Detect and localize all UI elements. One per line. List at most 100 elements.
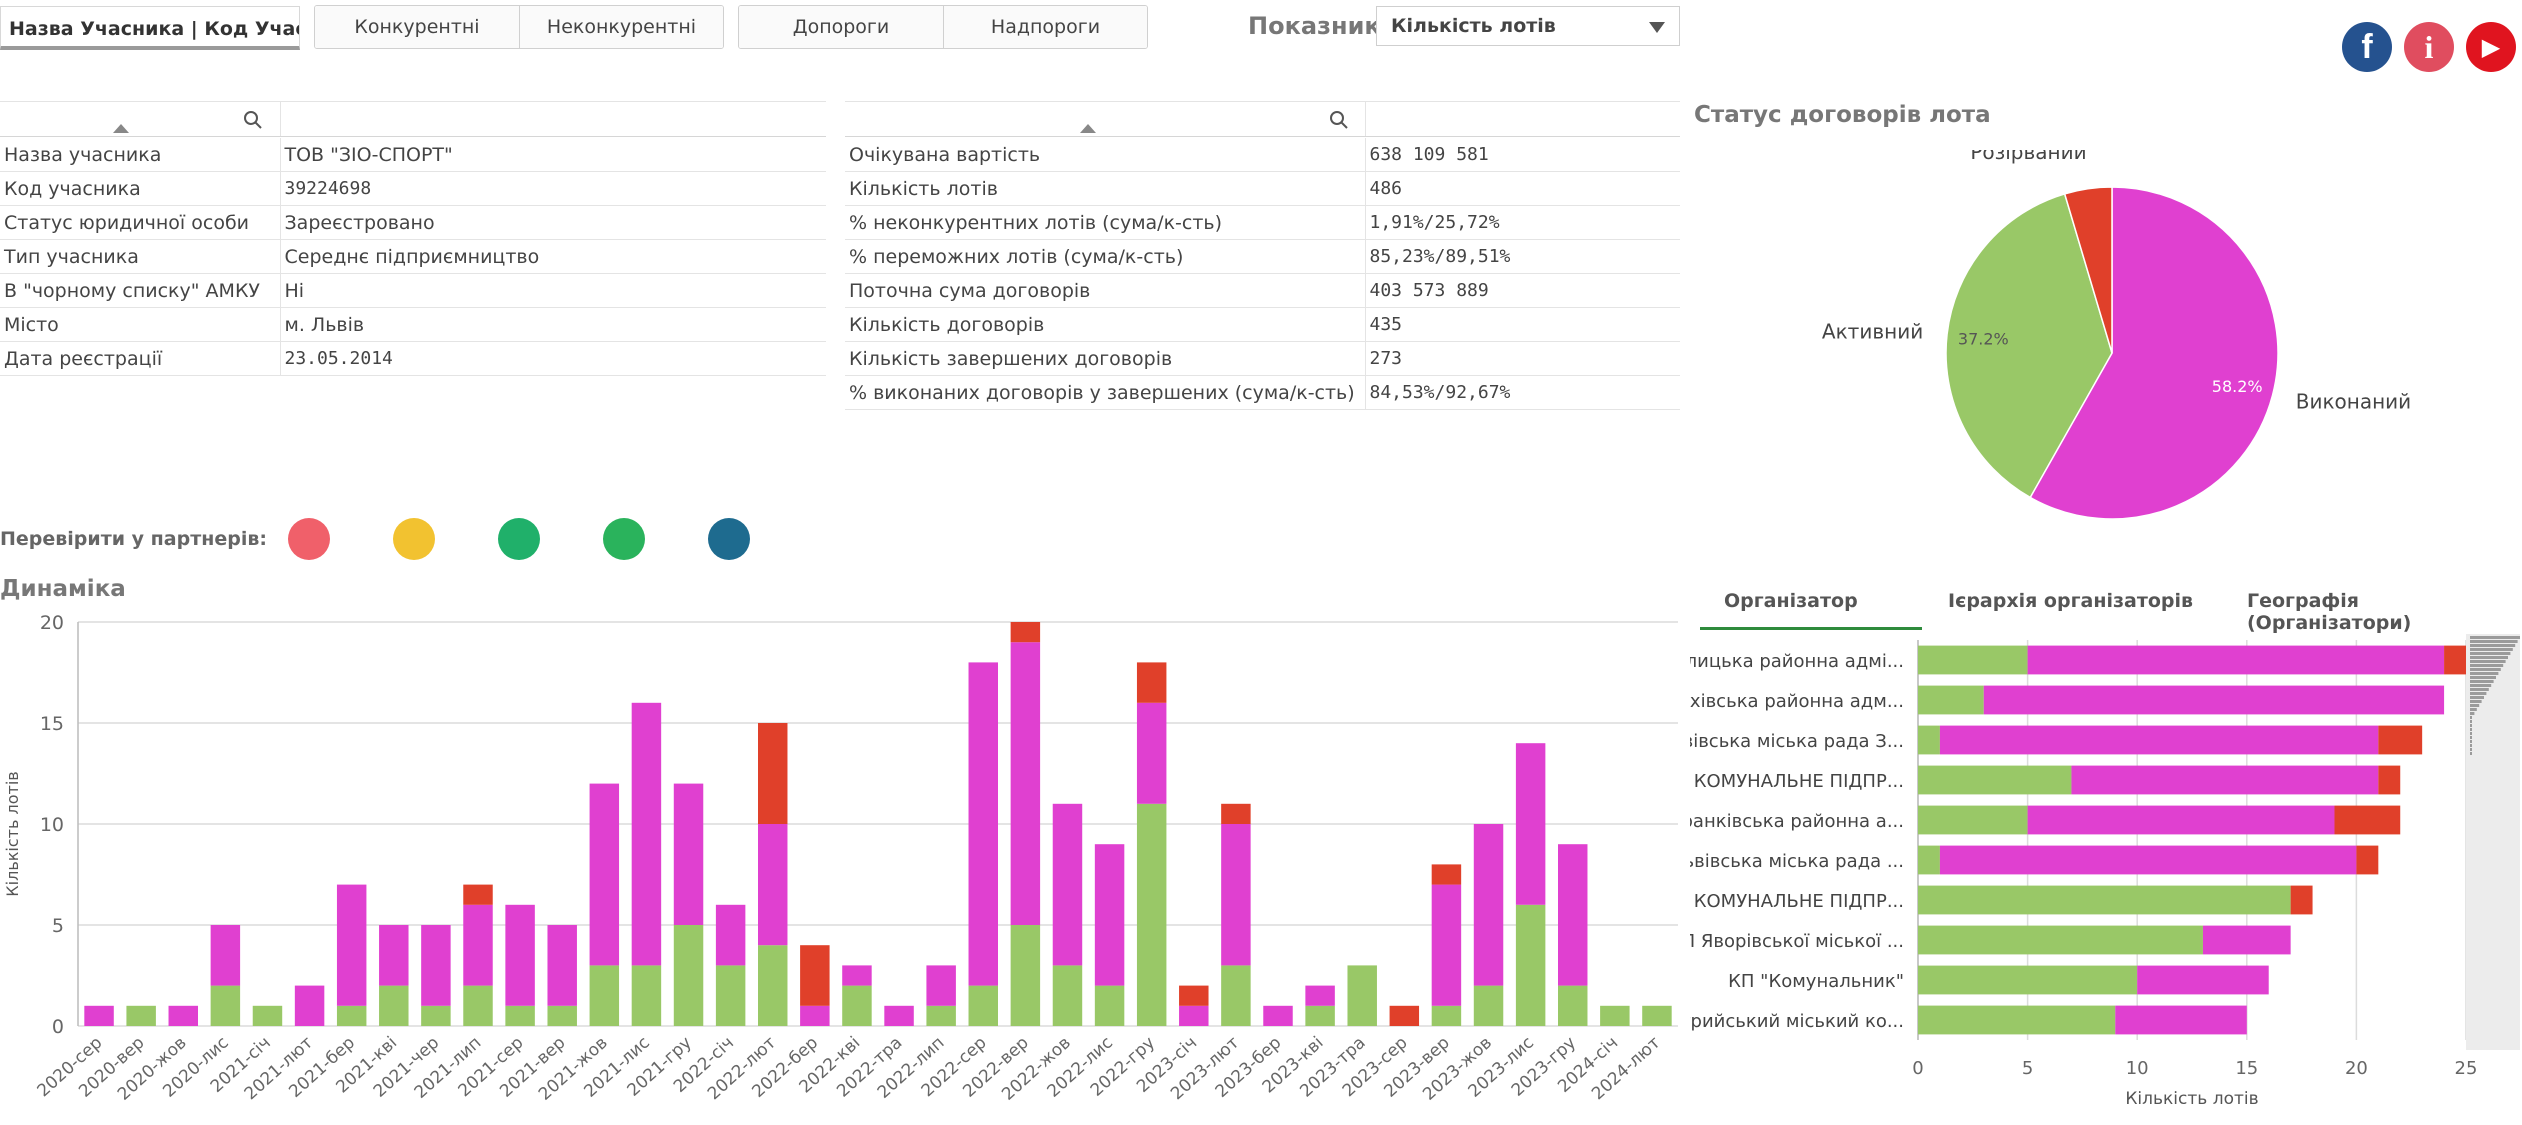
bar-segment[interactable] xyxy=(1052,803,1083,966)
bar-segment[interactable] xyxy=(715,904,746,966)
bar-segment[interactable] xyxy=(1918,805,2028,835)
bar-segment[interactable] xyxy=(968,662,998,986)
tab-organizer-geography[interactable]: Географія (Організатори) xyxy=(2247,590,2412,634)
bar-segment[interactable] xyxy=(1136,702,1167,804)
bar-segment[interactable] xyxy=(673,783,704,925)
bar-segment[interactable] xyxy=(1939,845,2357,875)
partner-2-logo[interactable] xyxy=(393,518,435,560)
partner-1-logo[interactable] xyxy=(288,518,330,560)
bar-segment[interactable] xyxy=(2027,805,2335,835)
bar-segment[interactable] xyxy=(379,925,409,986)
bar-segment[interactable] xyxy=(379,985,409,1026)
partner-3-logo[interactable] xyxy=(498,518,540,560)
partner-4-logo[interactable] xyxy=(603,518,645,560)
bar-segment[interactable] xyxy=(758,945,788,1026)
bar-segment[interactable] xyxy=(463,904,493,986)
bar-segment[interactable] xyxy=(126,1005,156,1026)
bar-segment[interactable] xyxy=(1179,1005,1209,1026)
bar-segment[interactable] xyxy=(1431,1005,1462,1026)
bar-segment[interactable] xyxy=(1918,925,2203,955)
bar-segment[interactable] xyxy=(1179,985,1209,1006)
bar-segment[interactable] xyxy=(926,965,956,1006)
bar-segment[interactable] xyxy=(1558,985,1588,1026)
participant-selector[interactable]: Назва Учасника | Код Учасн... xyxy=(0,6,300,50)
bar-segment[interactable] xyxy=(294,985,325,1026)
bar-segment[interactable] xyxy=(926,1005,956,1026)
bar-segment[interactable] xyxy=(421,925,451,1006)
bar-segment[interactable] xyxy=(1010,642,1041,925)
bar-segment[interactable] xyxy=(1094,844,1125,986)
bar-segment[interactable] xyxy=(2137,965,2269,995)
bar-segment[interactable] xyxy=(336,884,367,1006)
sort-asc-icon[interactable] xyxy=(1080,124,1096,133)
bar-segment[interactable] xyxy=(1094,985,1125,1026)
noncompetitive-button[interactable]: Неконкурентні xyxy=(519,6,723,48)
bar-segment[interactable] xyxy=(715,965,746,1026)
bar-segment[interactable] xyxy=(1010,925,1041,1026)
sort-asc-icon[interactable] xyxy=(113,124,129,133)
bar-segment[interactable] xyxy=(2027,645,2445,675)
bar-segment[interactable] xyxy=(1918,965,2138,995)
bar-segment[interactable] xyxy=(1431,864,1462,885)
bar-segment[interactable] xyxy=(547,1005,577,1026)
search-icon[interactable] xyxy=(1329,110,1349,130)
bar-segment[interactable] xyxy=(1431,884,1462,1006)
bar-segment[interactable] xyxy=(547,925,577,1006)
bar-segment[interactable] xyxy=(1918,685,1984,715)
tab-organizer[interactable]: Організатор xyxy=(1724,590,1858,612)
bar-segment[interactable] xyxy=(968,985,998,1026)
bar-segment[interactable] xyxy=(1939,725,2379,755)
bar-segment[interactable] xyxy=(589,783,620,966)
bar-segment[interactable] xyxy=(800,945,830,1006)
bar-segment[interactable] xyxy=(1136,662,1167,703)
bar-segment[interactable] xyxy=(673,925,704,1026)
bar-segment[interactable] xyxy=(1052,965,1083,1026)
bar-segment[interactable] xyxy=(2115,1005,2247,1035)
bar-segment[interactable] xyxy=(1515,904,1546,1026)
chart-scrollbar[interactable] xyxy=(2466,634,2520,1050)
bar-segment[interactable] xyxy=(1918,725,1940,755)
bar-segment[interactable] xyxy=(2378,725,2423,755)
bar-segment[interactable] xyxy=(1558,844,1588,986)
bar-segment[interactable] xyxy=(758,824,788,946)
bar-segment[interactable] xyxy=(884,1005,914,1026)
bar-segment[interactable] xyxy=(1263,1005,1293,1026)
bar-segment[interactable] xyxy=(505,1005,535,1026)
bar-segment[interactable] xyxy=(631,702,662,966)
tab-organizer-hierarchy[interactable]: Ієрархія організаторів xyxy=(1948,590,2194,612)
youtube-icon[interactable]: ▶ xyxy=(2466,22,2516,72)
bar-segment[interactable] xyxy=(1221,824,1251,966)
bar-segment[interactable] xyxy=(1600,1005,1630,1026)
bar-segment[interactable] xyxy=(1010,622,1041,643)
bar-segment[interactable] xyxy=(1918,645,2028,675)
bar-segment[interactable] xyxy=(1515,743,1546,905)
bar-segment[interactable] xyxy=(1918,885,2291,915)
bar-segment[interactable] xyxy=(421,1005,451,1026)
bar-segment[interactable] xyxy=(1221,965,1251,1026)
bar-segment[interactable] xyxy=(336,1005,367,1026)
bar-segment[interactable] xyxy=(463,884,493,905)
above-threshold-button[interactable]: Надпороги xyxy=(943,6,1147,48)
bar-segment[interactable] xyxy=(168,1005,198,1026)
bar-segment[interactable] xyxy=(1347,965,1377,1026)
bar-segment[interactable] xyxy=(2202,925,2291,955)
pie-slice[interactable] xyxy=(1945,192,2113,499)
bar-segment[interactable] xyxy=(1918,845,1940,875)
bar-segment[interactable] xyxy=(252,1005,283,1026)
bar-segment[interactable] xyxy=(842,965,872,986)
bar-segment[interactable] xyxy=(84,1005,114,1026)
bar-segment[interactable] xyxy=(210,985,241,1026)
bar-segment[interactable] xyxy=(2334,805,2401,835)
bar-segment[interactable] xyxy=(589,965,620,1026)
bar-segment[interactable] xyxy=(505,904,535,1006)
measure-dropdown[interactable]: Кількість лотів xyxy=(1376,6,1680,46)
pie-slice[interactable] xyxy=(2029,186,2279,520)
bar-segment[interactable] xyxy=(1918,1005,2116,1035)
bar-segment[interactable] xyxy=(2378,765,2401,795)
facebook-icon[interactable]: f xyxy=(2342,22,2392,72)
bar-segment[interactable] xyxy=(1305,985,1335,1006)
bar-segment[interactable] xyxy=(842,985,872,1026)
below-threshold-button[interactable]: Допороги xyxy=(739,6,943,48)
bar-segment[interactable] xyxy=(2071,765,2379,795)
bar-segment[interactable] xyxy=(1221,803,1251,824)
